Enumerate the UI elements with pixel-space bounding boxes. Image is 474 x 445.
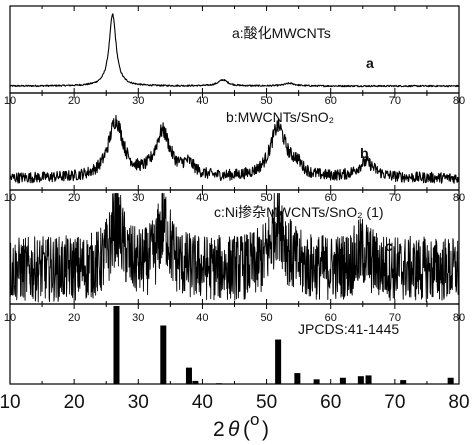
- tick-label-x: 60: [320, 392, 341, 413]
- tick-label-small: 80: [453, 192, 465, 204]
- panel-frames: [9, 5, 460, 385]
- reference-stick: [294, 373, 301, 384]
- tick-label-x: 50: [256, 392, 277, 413]
- xrd-trace-c: [9, 192, 460, 303]
- tick-label-small: 70: [389, 192, 401, 204]
- x-axis-label-part: (: [243, 418, 250, 441]
- tick-label-small: 10: [4, 192, 16, 204]
- panel-plots: [9, 13, 460, 384]
- reference-stick: [339, 377, 346, 384]
- tick-label-small: 10: [4, 312, 16, 324]
- tick-label-small: 30: [132, 95, 144, 107]
- tick-label-small: 40: [196, 312, 208, 324]
- tick-label-small: 20: [68, 312, 80, 324]
- x-axis-label-part: ): [262, 418, 269, 441]
- reference-stick: [192, 380, 199, 384]
- tick-label-small: 20: [68, 192, 80, 204]
- tick-label-small: 50: [260, 192, 272, 204]
- reference-stick: [275, 339, 282, 384]
- tick-label-x: 70: [384, 392, 405, 413]
- panel-tag-b: b: [360, 145, 369, 161]
- reference-stick: [357, 376, 364, 384]
- reference-stick: [185, 367, 192, 384]
- x-axis-label-part: θ: [228, 418, 240, 441]
- tick-label-small: 40: [196, 95, 208, 107]
- tick-label-small: 80: [453, 95, 465, 107]
- reference-stick: [113, 306, 120, 384]
- tick-label-small: 30: [132, 192, 144, 204]
- tick-label-x: 40: [192, 392, 213, 413]
- panel-title-a: a:酸化MWCNTs: [232, 25, 331, 41]
- panel-frame-1: [9, 5, 460, 94]
- tick-label-x: 80: [448, 392, 469, 413]
- reference-stick: [400, 380, 407, 384]
- panel-tag-c: c: [385, 238, 393, 254]
- panel-title-jcpds: JPCDS:41-1445: [298, 321, 399, 337]
- tick-label-small: 40: [196, 192, 208, 204]
- reference-stick: [216, 383, 223, 384]
- xrd-trace-a: [9, 13, 460, 88]
- tick-label-small: 50: [260, 312, 272, 324]
- tick-label-small: 20: [68, 95, 80, 107]
- reference-stick: [365, 375, 372, 384]
- tick-label-small: 60: [325, 192, 337, 204]
- tick-label-small: 50: [260, 95, 272, 107]
- tick-label-small: 70: [389, 95, 401, 107]
- x-axis-label-part: o: [250, 410, 259, 429]
- tick-label-small: 60: [325, 312, 337, 324]
- tick-label-x: 10: [0, 392, 21, 413]
- xrd-trace-b: [9, 114, 460, 184]
- panel-labels: a:酸化MWCNTs a b:MWCNTs/SnO₂ b c:Ni掺杂MWCNTs/Sn…: [214, 25, 399, 337]
- panel-title-b: b:MWCNTs/SnO₂: [226, 109, 334, 125]
- tick-label-x: 30: [128, 392, 149, 413]
- x-axis-label: 2 θ(o): [213, 410, 269, 441]
- tick-label-small: 30: [132, 312, 144, 324]
- tick-label-small: 70: [389, 312, 401, 324]
- tick-label-small: 80: [453, 312, 465, 324]
- tick-label-small: 10: [4, 95, 16, 107]
- reference-stick: [160, 325, 167, 384]
- tick-label-x: 20: [64, 392, 85, 413]
- panel-title-c: c:Ni掺杂MWCNTs/SnO₂ (1): [214, 204, 384, 220]
- tick-label-small: 60: [325, 95, 337, 107]
- tick-labels: 10 10 10 10 20 20 20 20 30 30 30 30 40 40 40 40 50 50 50 50…: [0, 95, 470, 413]
- reference-stick: [447, 377, 454, 384]
- x-axis-label-part: 2: [213, 418, 225, 441]
- panel-tag-a: a: [366, 55, 374, 71]
- reference-stick: [313, 379, 320, 384]
